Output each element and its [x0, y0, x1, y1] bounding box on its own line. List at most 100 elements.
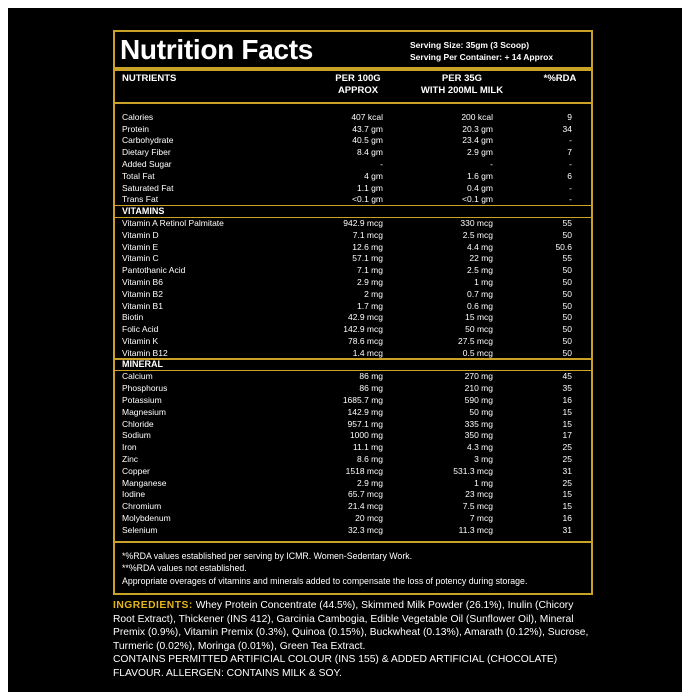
nutrient-name: Vitamin D — [122, 229, 159, 240]
nutrient-value: 15 — [562, 501, 572, 512]
nutrient-value: 6 — [567, 170, 572, 181]
nutrient-name: Added Sugar — [122, 158, 172, 169]
rule — [115, 67, 591, 71]
nutrient-value: 11.1 mg — [352, 442, 383, 453]
nutrient-value: 45 — [562, 371, 572, 382]
rule — [115, 216, 591, 218]
nutrient-name: Vitamin E — [122, 241, 159, 252]
nutrient-value: 2.5 mg — [467, 265, 493, 276]
nutrient-name: Vitamin B6 — [122, 276, 163, 287]
background — [8, 8, 682, 692]
nutrient-value: 7.1 mcg — [352, 229, 383, 240]
nutrient-value: 7.1 mg — [357, 265, 383, 276]
column-header: NUTRIENTS — [122, 73, 177, 85]
nutrient-name: Calcium — [122, 371, 153, 382]
nutrient-value: 78.6 mcg — [348, 335, 383, 346]
ingredients-label: INGREDIENTS: — [113, 600, 193, 611]
nutrient-value: 350 mg — [464, 430, 493, 441]
nutrient-value: 40.5 gm — [352, 135, 383, 146]
nutrient-value: - — [569, 135, 572, 146]
nutrient-name: Manganese — [122, 477, 167, 488]
nutrient-name: Dietary Fiber — [122, 147, 171, 158]
rule — [115, 370, 591, 372]
nutrient-value: 335 mg — [464, 418, 493, 429]
nutrient-value: 2.9 mg — [357, 276, 383, 287]
nutrient-name: Vitamin C — [122, 253, 159, 264]
nutrient-value: 590 mg — [464, 394, 493, 405]
nutrient-value: 23.4 gm — [462, 135, 493, 146]
nutrient-value: 1.4 mcg — [352, 347, 383, 358]
nutrient-value: 34 — [562, 123, 572, 134]
rule — [115, 541, 591, 543]
nutrient-name: Pantothanic Acid — [122, 265, 186, 276]
nutrient-value: 12.6 mg — [352, 241, 383, 252]
nutrient-value: 50 — [562, 335, 572, 346]
column-header: PER 35G — [441, 73, 483, 85]
nutrient-value: 15 mcg — [465, 312, 493, 323]
nutrient-name: Chromium — [122, 501, 162, 512]
nutrient-value: 27.5 mcg — [458, 335, 493, 346]
nutrient-value: 8.4 gm — [357, 147, 383, 158]
nutrient-name: Carbohydrate — [122, 135, 174, 146]
nutrient-value: 200 kcal — [461, 111, 493, 122]
nutrient-name: Copper — [122, 465, 150, 476]
nutrient-value: 1 mg — [474, 477, 493, 488]
nutrient-value: 3 mg — [474, 453, 493, 464]
nutrient-value: 50 — [562, 229, 572, 240]
footnote: **%RDA values not established. — [122, 563, 247, 574]
nutrient-value: 531.3 mcg — [453, 465, 493, 476]
nutrient-value: - — [380, 158, 383, 169]
nutrient-value: 65.7 mcg — [348, 489, 383, 500]
nutrient-value: <0.1 gm — [352, 194, 383, 205]
nutrient-value: 1518 mcg — [345, 465, 383, 476]
nutrient-value: 1.6 gm — [467, 170, 493, 181]
nutrient-value: 50 mg — [469, 406, 493, 417]
nutrient-name: Iodine — [122, 489, 146, 500]
section-title: VITAMINS — [122, 205, 165, 216]
nutrient-value: 0.7 mg — [467, 288, 493, 299]
section-title: MINERAL — [122, 359, 163, 370]
nutrient-name: Chloride — [122, 418, 154, 429]
nutrient-name: Molybdenum — [122, 512, 171, 523]
nutrient-name: Folic Acid — [122, 324, 159, 335]
nutrition-panel — [113, 30, 593, 595]
nutrient-value: 50 — [562, 300, 572, 311]
nutrient-value: 20.3 gm — [462, 123, 493, 134]
nutrient-value: 210 mg — [464, 383, 493, 394]
nutrient-value: 21.4 mcg — [348, 501, 383, 512]
nutrient-value: 2.5 mcg — [462, 229, 493, 240]
nutrient-value: 2 mg — [364, 288, 383, 299]
nutrient-value: 942.9 mcg — [343, 217, 383, 228]
nutrient-value: 4 gm — [364, 170, 383, 181]
nutrient-value: 86 mg — [359, 371, 383, 382]
nutrient-value: 0.6 mg — [467, 300, 493, 311]
nutrient-name: Vitamin B1 — [122, 300, 163, 311]
nutrient-value: 1 mg — [474, 276, 493, 287]
nutrient-value: 16 — [562, 512, 572, 523]
nutrient-value: 407 kcal — [351, 111, 383, 122]
servings-per-container: Serving Per Container: + 14 Approx — [410, 51, 554, 62]
nutrient-value: 957.1 mg — [347, 418, 383, 429]
nutrient-value: 23 mcg — [465, 489, 493, 500]
nutrient-value: <0.1 gm — [462, 194, 493, 205]
nutrient-value: 50 mcg — [465, 324, 493, 335]
nutrient-value: 7 mcg — [469, 512, 493, 523]
nutrient-name: Vitamin A Retinol Palmitate — [122, 217, 224, 228]
nutrient-name: Zinc — [122, 453, 139, 464]
serving-size: Serving Size: 35gm (3 Scoop) — [410, 39, 530, 50]
rule — [115, 204, 591, 207]
nutrient-value: 55 — [562, 253, 572, 264]
nutrient-value: 50 — [562, 288, 572, 299]
nutrient-name: Trans Fat — [122, 194, 159, 205]
nutrient-value: 330 mcg — [460, 217, 493, 228]
nutrient-value: 31 — [562, 524, 572, 535]
nutrient-name: Saturated Fat — [122, 182, 174, 193]
footnote: *%RDA values established per serving by … — [122, 550, 413, 561]
nutrient-value: 15 — [562, 489, 572, 500]
nutrient-value: 15 — [562, 406, 572, 417]
nutrient-value: 32.3 mcg — [348, 524, 383, 535]
nutrient-value: 1.7 mg — [357, 300, 383, 311]
nutrient-value: 50.6 — [555, 241, 572, 252]
nutrient-value: 7 — [567, 147, 572, 158]
